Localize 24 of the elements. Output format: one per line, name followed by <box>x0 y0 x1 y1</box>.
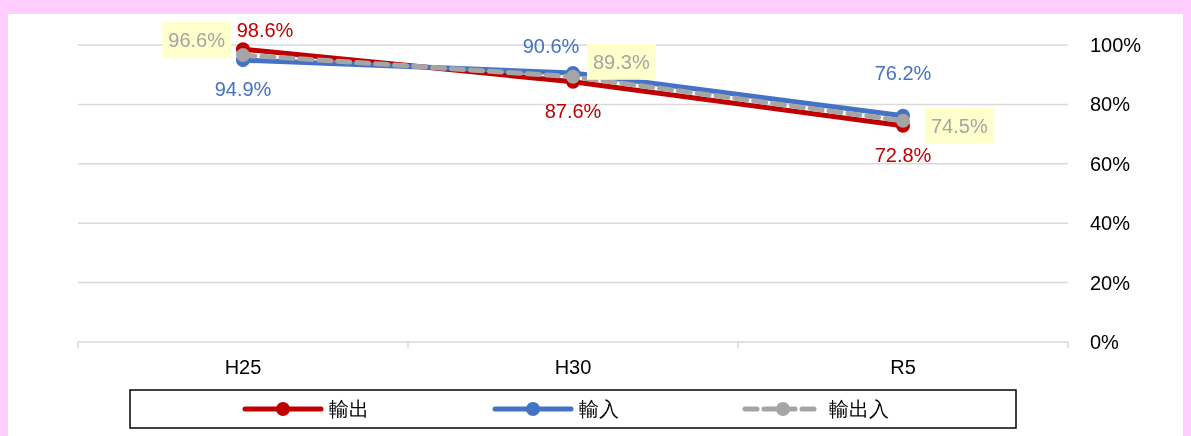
y-tick-label: 40% <box>1090 212 1131 235</box>
data-label: 89.3% <box>593 50 650 73</box>
y-tick-label: 0% <box>1090 331 1120 353</box>
legend-label: 輸出入 <box>829 398 889 420</box>
point <box>566 69 580 84</box>
data-label: 96.6% <box>168 29 226 52</box>
x-tick-label: H30 <box>554 356 592 378</box>
x-tick-label: H25 <box>224 356 262 378</box>
y-tick-label: 20% <box>1090 271 1131 294</box>
legend-label: 輸出 <box>329 398 369 420</box>
data-label: 76.2% <box>874 61 932 84</box>
point <box>236 48 250 63</box>
y-tick-label: 80% <box>1090 93 1131 116</box>
data-label: 72.8% <box>874 143 932 166</box>
x-tick-label: R5 <box>890 356 916 378</box>
data-label: 87.6% <box>544 99 602 122</box>
data-label: 98.6% <box>236 19 294 42</box>
data-label: 74.5% <box>931 114 988 137</box>
y-tick-label: 100% <box>1090 34 1142 56</box>
legend-label: 輸入 <box>579 398 619 420</box>
point <box>896 113 910 128</box>
data-label: 90.6% <box>522 34 580 57</box>
y-tick-label: 60% <box>1090 152 1131 175</box>
data-label: 94.9% <box>214 78 272 101</box>
